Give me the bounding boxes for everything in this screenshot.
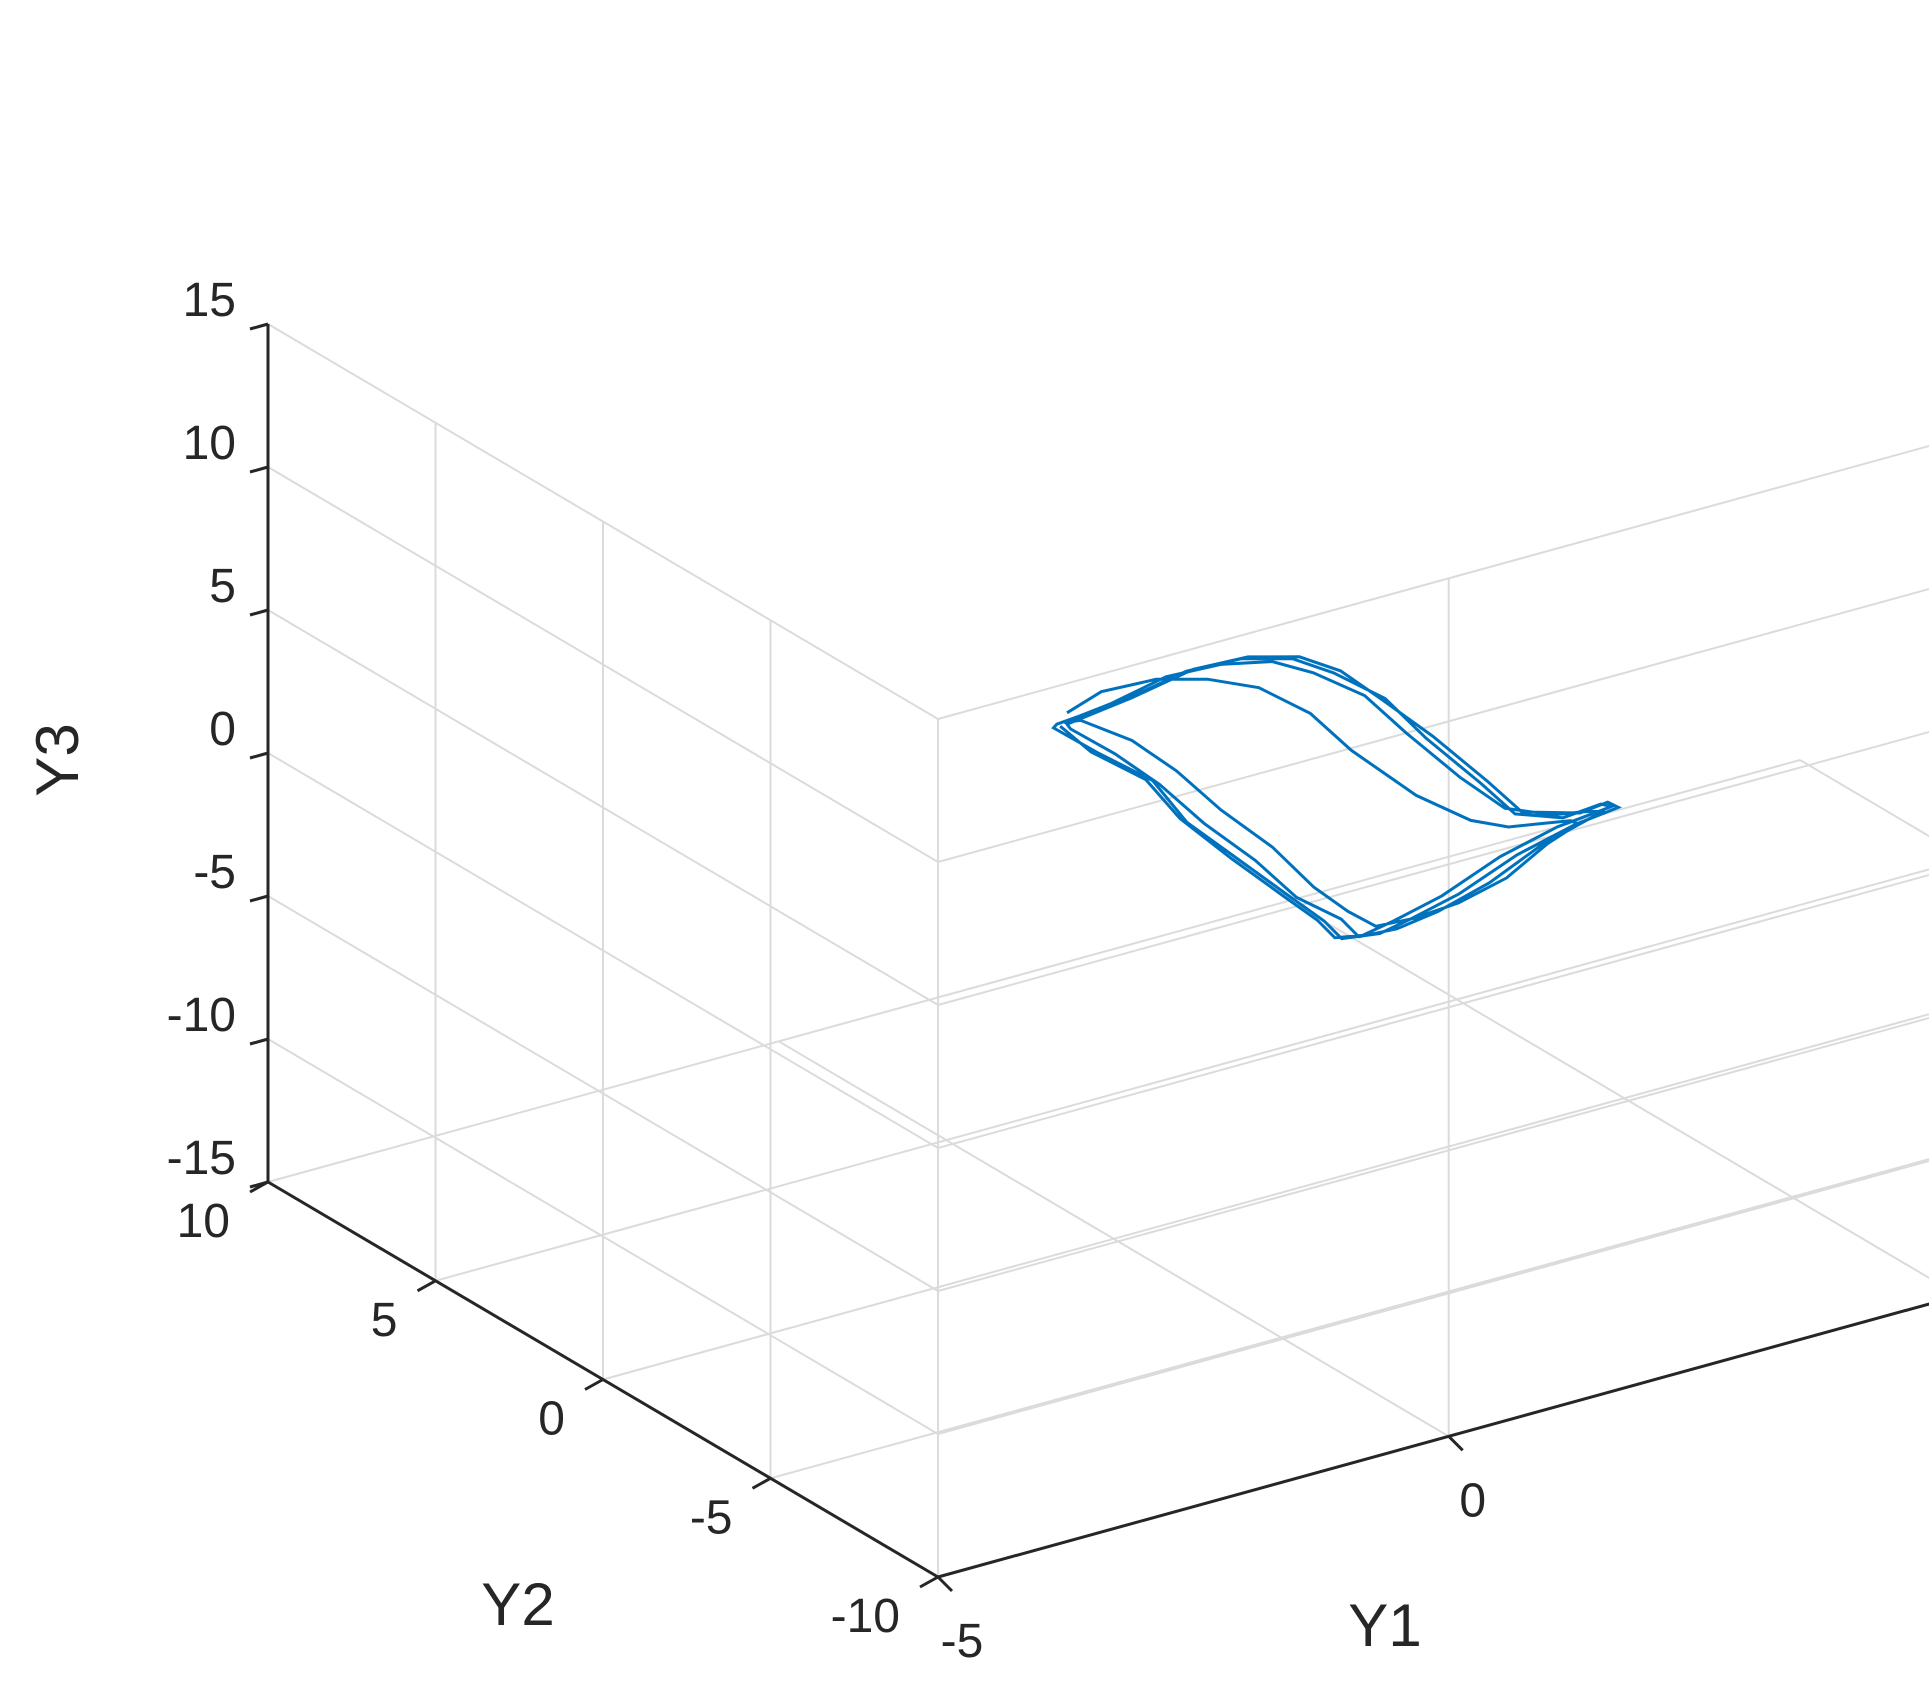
grid-line-floor-y: [436, 859, 1929, 1281]
y-tick-label: -5: [690, 1491, 733, 1544]
z-tick: [250, 467, 268, 472]
z-tick: [250, 324, 268, 329]
y-tick-label: 10: [177, 1195, 230, 1248]
grid-line-floor-y: [771, 1056, 1929, 1478]
grid-line-floor-x: [1800, 760, 1929, 1155]
x-tick: [1449, 1436, 1463, 1450]
grid-line-floor-y: [603, 958, 1929, 1380]
grid-line-back-z: [938, 583, 1929, 1005]
grid-line-back-z: [938, 726, 1929, 1148]
x-tick-label: 0: [1459, 1474, 1486, 1527]
grid-layer: [268, 297, 1929, 1577]
x-axis-label: Y1: [1348, 1592, 1421, 1659]
z-tick: [250, 610, 268, 615]
z-tick: [250, 753, 268, 758]
grid-line-back-z: [938, 1155, 1929, 1577]
x-tick-label: -5: [941, 1615, 984, 1668]
y-tick-label: -10: [831, 1590, 900, 1643]
z-tick-label: -10: [167, 989, 236, 1042]
z-axis-label: Y3: [24, 723, 91, 796]
z-tick-label: 0: [209, 703, 236, 756]
grid-line-back-z: [938, 869, 1929, 1291]
y-tick: [753, 1478, 771, 1488]
y-axis-label: Y2: [481, 1571, 554, 1638]
z-tick-label: 5: [209, 560, 236, 613]
z-tick-label: 15: [183, 274, 236, 327]
grid-line-floor-y: [938, 1155, 1929, 1577]
y-tick: [585, 1380, 603, 1390]
x-tick: [938, 1577, 952, 1591]
y-tick-label: 0: [538, 1393, 565, 1446]
grid-line-back-z: [938, 440, 1929, 862]
z-tick-label: -15: [167, 1132, 236, 1185]
z-tick: [250, 896, 268, 901]
y-tick-label: 5: [371, 1294, 398, 1347]
y-tick: [418, 1281, 436, 1291]
grid-line-back-z: [938, 297, 1929, 719]
grid-line-floor-x: [1289, 901, 1929, 1296]
z-tick-label: -5: [193, 846, 236, 899]
z-tick-label: 10: [183, 417, 236, 470]
x-axis-line: [938, 1155, 1929, 1577]
z-tick: [250, 1039, 268, 1044]
y-tick: [920, 1577, 938, 1587]
